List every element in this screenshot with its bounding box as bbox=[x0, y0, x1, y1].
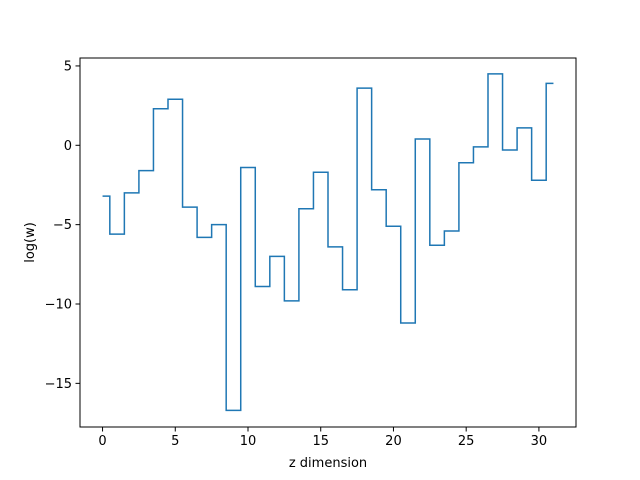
x-tick-label: 20 bbox=[385, 434, 402, 449]
series-line-0 bbox=[102, 73, 554, 412]
x-tick-label: 0 bbox=[98, 434, 106, 449]
x-tick-label: 5 bbox=[171, 434, 179, 449]
x-axis-label: z dimension bbox=[289, 456, 367, 471]
x-tick-label: 30 bbox=[531, 434, 548, 449]
x-tick-label: 15 bbox=[312, 434, 329, 449]
y-tick-label: −10 bbox=[45, 298, 72, 313]
y-tick-label: −15 bbox=[45, 377, 72, 392]
y-tick-label: −5 bbox=[53, 218, 72, 233]
y-tick-label: 5 bbox=[64, 59, 72, 74]
plot-area bbox=[102, 73, 554, 412]
y-axis-label: log(w) bbox=[23, 222, 38, 263]
axes-frame bbox=[79, 57, 577, 428]
x-tick-label: 10 bbox=[240, 434, 257, 449]
x-axis: 0 5 10 15 20 25 30 bbox=[98, 427, 547, 449]
y-axis: −15 −10 −5 0 5 bbox=[45, 59, 80, 392]
x-tick-label: 25 bbox=[458, 434, 475, 449]
y-tick-label: 0 bbox=[64, 139, 72, 154]
